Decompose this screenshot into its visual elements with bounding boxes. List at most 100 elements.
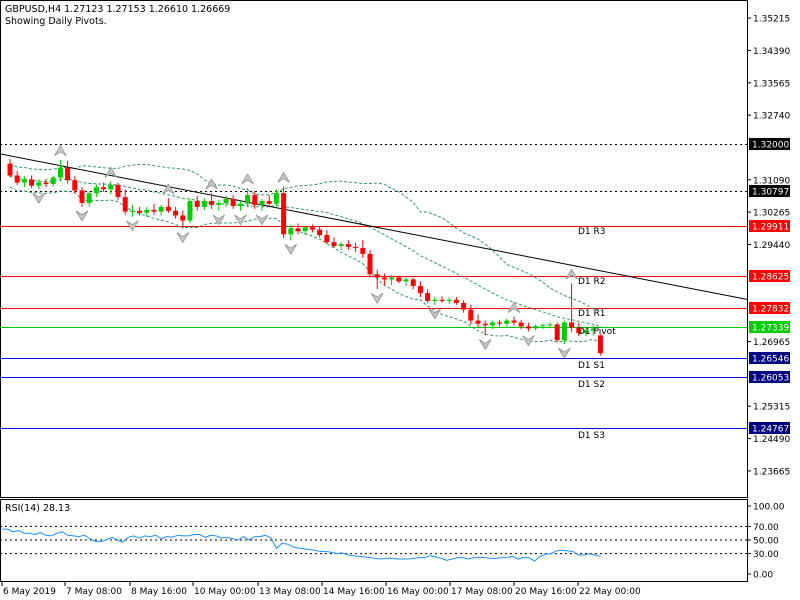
candle[interactable] [468,304,474,325]
candle-body [461,302,467,310]
candle[interactable] [180,210,186,229]
candle[interactable] [374,269,380,290]
candle[interactable] [597,334,603,356]
candle[interactable] [194,195,200,211]
price-pane[interactable] [0,0,748,498]
candle[interactable] [525,322,531,332]
candle[interactable] [497,319,503,327]
candle[interactable] [266,195,272,207]
candle[interactable] [93,184,99,198]
candle[interactable] [554,322,560,343]
candle-body [497,322,503,324]
candle[interactable] [187,199,193,224]
time-tick-label: 20 May 16:00 [515,587,577,597]
candle[interactable] [338,242,344,250]
candle[interactable] [569,283,575,333]
candle[interactable] [201,198,207,210]
candle[interactable] [432,297,438,305]
candle[interactable] [230,195,236,209]
candle-body [281,193,287,235]
candle[interactable] [173,206,179,219]
candle[interactable] [482,320,488,336]
candle[interactable] [29,175,35,189]
candle[interactable] [223,195,229,207]
candle[interactable] [295,223,301,235]
candle[interactable] [353,242,359,252]
candle-body [360,248,366,254]
candle[interactable] [590,325,596,336]
candle[interactable] [101,182,107,192]
candle[interactable] [324,230,330,245]
candle[interactable] [144,206,150,217]
bollinger-upper-band [9,163,601,311]
candle[interactable] [21,176,27,188]
candle[interactable] [511,316,517,326]
candle[interactable] [7,159,13,178]
candle[interactable] [389,275,395,286]
candle[interactable] [288,224,294,241]
candle-body [345,244,351,247]
candle[interactable] [259,199,265,211]
candle[interactable] [43,178,49,188]
candle[interactable] [475,314,481,329]
candle[interactable] [425,289,431,303]
candle[interactable] [108,181,114,195]
candle[interactable] [461,300,467,313]
candle[interactable] [504,318,510,327]
candle[interactable] [281,186,287,239]
candle[interactable] [439,296,445,303]
rsi-tick-label: 100.00 [753,503,785,513]
candle[interactable] [14,170,20,186]
candle[interactable] [36,179,42,190]
candle[interactable] [547,322,553,329]
candle[interactable] [237,200,243,211]
candle-body [576,327,582,334]
price-level-tag-text: 1.29911 [752,223,789,233]
candle[interactable] [518,319,524,330]
candle[interactable] [410,277,416,290]
candle-body [511,320,517,323]
candle[interactable] [50,175,56,187]
candle[interactable] [115,182,121,200]
candle[interactable] [533,324,539,331]
candle[interactable] [273,189,279,207]
candle[interactable] [245,188,251,207]
candle[interactable] [381,273,387,286]
candle[interactable] [137,206,143,216]
candle[interactable] [489,320,495,330]
candle[interactable] [396,275,402,284]
candle[interactable] [446,297,452,305]
candle[interactable] [360,240,366,258]
candle[interactable] [317,226,323,238]
candle[interactable] [165,198,171,213]
candle[interactable] [561,320,567,345]
candle[interactable] [158,204,164,216]
candle[interactable] [72,176,78,194]
candle[interactable] [216,199,222,211]
candle[interactable] [57,159,63,182]
candle[interactable] [540,323,546,330]
candle[interactable] [453,297,459,305]
candle[interactable] [151,203,157,215]
candle[interactable] [576,322,582,337]
candle[interactable] [345,240,351,250]
candle[interactable] [331,237,337,249]
candle[interactable] [417,281,423,298]
candle[interactable] [403,277,409,287]
candle[interactable] [367,249,373,278]
candle[interactable] [309,224,315,233]
trendline[interactable] [0,153,748,300]
candle[interactable] [86,191,92,207]
price-level-tag: 1.27832 [749,302,790,315]
candle[interactable] [129,204,135,217]
candle[interactable] [122,189,128,215]
candle-body [439,299,445,301]
candle[interactable] [209,193,215,209]
candle[interactable] [65,160,71,184]
candle[interactable] [583,328,589,337]
candle[interactable] [302,225,308,236]
candle-body [410,279,416,287]
candle[interactable] [252,191,258,209]
candle[interactable] [79,187,85,207]
